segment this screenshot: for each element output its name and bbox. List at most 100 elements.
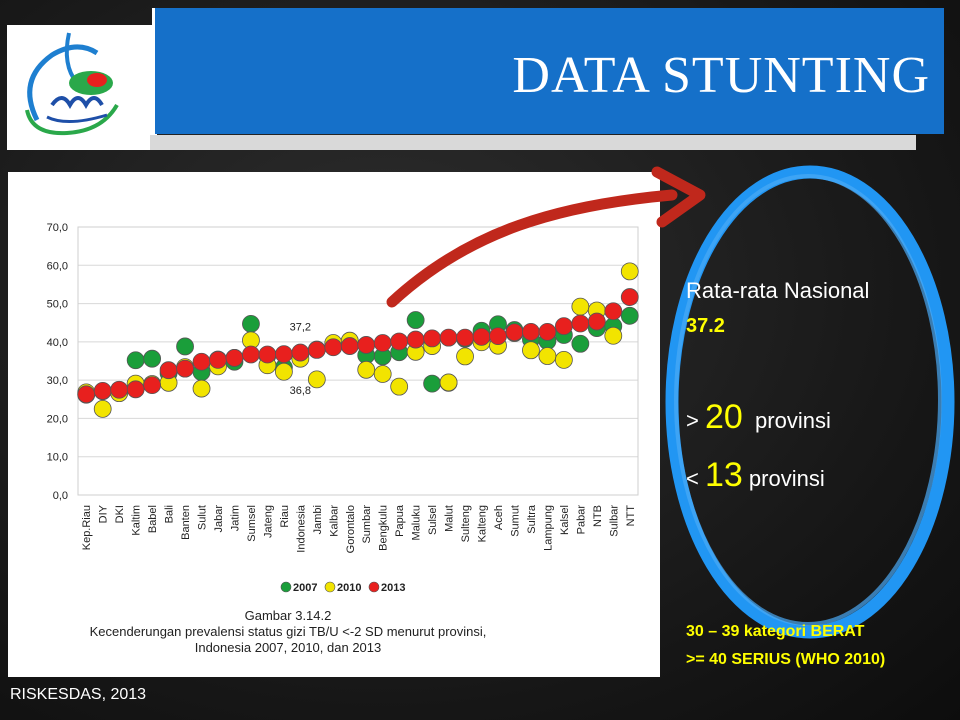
gt-line: > 20 provinsi — [686, 398, 831, 437]
point-2013 — [192, 352, 211, 371]
x-tick-label: Kalsel — [559, 505, 571, 535]
point-2010 — [554, 350, 573, 369]
y-tick-label: 50,0 — [47, 299, 68, 311]
y-tick-label: 70,0 — [47, 222, 68, 234]
source-label: RISKESDAS, 2013 — [10, 686, 147, 703]
chart-caption-line: Indonesia 2007, 2010, dan 2013 — [195, 640, 382, 655]
point-2013 — [324, 338, 343, 357]
point-2010 — [620, 262, 639, 281]
point-2013 — [423, 329, 442, 348]
stunting-chart: 0,0 10,0 20,0 30,0 40,0 50,0 60,0 70,0 Kep.Riau D… — [47, 222, 639, 655]
point-2013 — [554, 317, 573, 336]
legend-marker — [368, 581, 380, 593]
point-2013 — [538, 323, 557, 341]
point-2013 — [472, 327, 491, 346]
lt-number: 13 — [704, 456, 743, 494]
point-2013 — [159, 361, 178, 380]
legend-label: 2013 — [381, 582, 405, 594]
x-tick-label: Indonesia — [295, 504, 307, 553]
point-2013 — [274, 345, 293, 364]
chart-caption-line: Gambar 3.14.2 — [245, 608, 332, 623]
page-title: DATA STUNTING — [512, 47, 930, 104]
gt-number: 20 — [704, 398, 743, 436]
gt-prefix: > — [686, 408, 705, 433]
point-2013 — [242, 345, 260, 364]
x-tick-label: DIY — [98, 504, 110, 523]
x-tick-label: Babel — [147, 505, 159, 533]
point-2013 — [143, 376, 162, 395]
point-2007 — [126, 351, 145, 370]
x-tick-label: Jatim — [229, 505, 241, 531]
avg-label: Rata-rata Nasional — [686, 278, 870, 303]
x-tick-label: Bali — [164, 505, 176, 523]
x-tick-label: Kalbar — [328, 505, 340, 537]
x-tick-label: Maluku — [411, 505, 423, 540]
x-tick-label: Jabar — [213, 505, 225, 533]
x-tick-label: Sultra — [526, 504, 538, 534]
x-tick-label: Sumsel — [246, 505, 258, 542]
red-arrowhead-icon — [651, 166, 706, 228]
avg-value: 37.2 — [686, 315, 725, 337]
lt-suffix: provinsi — [742, 466, 825, 491]
point-2010 — [357, 360, 376, 379]
point-2010 — [192, 379, 211, 398]
point-2013 — [456, 328, 474, 347]
annotation-label: 36,8 — [290, 385, 311, 397]
lt-prefix: < — [686, 466, 705, 491]
point-2013 — [126, 380, 145, 399]
title-underline-strip — [150, 135, 916, 150]
x-tick-label: Sulsel — [427, 505, 439, 535]
point-2013 — [373, 334, 392, 352]
point-2010 — [538, 347, 557, 365]
note-berat: 30 – 39 kategori BERAT — [686, 623, 865, 640]
x-tick-label: Papua — [394, 504, 406, 537]
x-tick-label: DKI — [114, 505, 126, 523]
kkp-logo-icon — [25, 32, 119, 136]
x-tick-label: Sulbar — [608, 505, 620, 537]
point-2013 — [620, 288, 639, 306]
point-2013 — [357, 336, 376, 354]
point-2013 — [77, 385, 96, 404]
x-tick-label: Jateng — [262, 505, 274, 538]
chart-caption-line: Kecenderungan prevalensi status gizi TB/… — [90, 624, 487, 639]
x-tick-label: Lampung — [542, 505, 554, 551]
point-2007 — [242, 314, 260, 333]
point-2007 — [620, 306, 639, 325]
point-2007 — [176, 337, 194, 356]
point-2010 — [93, 399, 112, 418]
point-2013 — [258, 345, 277, 364]
point-2013 — [505, 323, 524, 342]
x-tick-label: NTB — [592, 505, 604, 527]
point-2010 — [390, 377, 409, 396]
y-tick-label: 40,0 — [47, 337, 68, 349]
x-tick-label: Kep.Riau — [81, 505, 93, 550]
note-serius: >= 40 SERIUS (WHO 2010) — [686, 651, 886, 668]
point-2013 — [522, 323, 540, 341]
x-tick-label: Jambi — [312, 505, 324, 534]
x-tick-label: Riau — [279, 505, 291, 528]
legend-label: 2010 — [337, 582, 361, 594]
x-tick-label: Sumbar — [361, 505, 373, 544]
title-banner: DATA STUNTING — [152, 8, 944, 134]
x-tick-label: Kaltim — [131, 505, 143, 536]
annotation-label: 37,2 — [290, 322, 311, 334]
gt-suffix: provinsi — [742, 408, 831, 433]
point-2013 — [93, 381, 112, 400]
y-tick-label: 30,0 — [47, 375, 68, 387]
point-2007 — [423, 374, 442, 393]
point-2010 — [571, 297, 590, 316]
x-tick-label: Sulteng — [460, 505, 472, 542]
point-2013 — [406, 330, 425, 349]
x-tick-label: Pabar — [575, 505, 587, 535]
point-2013 — [307, 340, 326, 359]
x-tick-label: Sulut — [197, 505, 209, 530]
y-tick-label: 0,0 — [53, 490, 68, 502]
point-2007 — [143, 349, 162, 368]
point-2013 — [110, 380, 129, 399]
y-tick-label: 10,0 — [47, 452, 68, 464]
point-2013 — [489, 327, 507, 346]
point-2013 — [571, 314, 590, 333]
x-tick-label: Banten — [180, 505, 192, 540]
point-2010 — [456, 347, 474, 366]
point-2013 — [209, 350, 227, 369]
